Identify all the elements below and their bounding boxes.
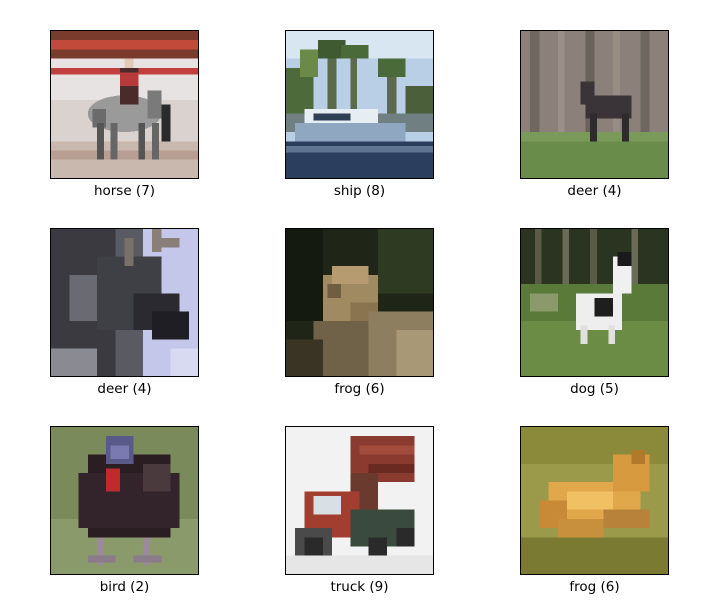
- image-label: deer (4): [567, 183, 622, 199]
- image-label: frog (6): [334, 381, 385, 397]
- image-label: truck (9): [330, 579, 389, 595]
- image-deer: [50, 228, 199, 377]
- image-label: frog (6): [569, 579, 620, 595]
- image-label: ship (8): [333, 183, 386, 199]
- image-frog: [520, 426, 669, 575]
- image-deer: [520, 30, 669, 179]
- image-bird: [50, 426, 199, 575]
- image-truck: [285, 426, 434, 575]
- image-dog: [520, 228, 669, 377]
- image-frog: [285, 228, 434, 377]
- image-label: horse (7): [93, 183, 156, 199]
- image-ship: [285, 30, 434, 179]
- image-label: deer (4): [97, 381, 152, 397]
- image-horse: [50, 30, 199, 179]
- image-label: bird (2): [99, 579, 150, 595]
- image-label: dog (5): [570, 381, 619, 397]
